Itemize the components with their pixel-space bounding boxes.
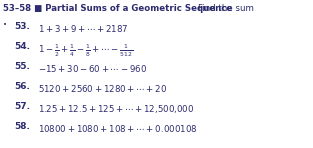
Text: 53–58 ■ Partial Sums of a Geometric Sequence: 53–58 ■ Partial Sums of a Geometric Sequ… xyxy=(3,4,232,13)
Text: 55.: 55. xyxy=(14,62,30,71)
Text: 56.: 56. xyxy=(14,82,30,91)
Text: $5120 + 2560 + 1280 + \cdots + 20$: $5120 + 2560 + 1280 + \cdots + 20$ xyxy=(38,83,167,94)
Text: 58.: 58. xyxy=(14,122,30,131)
Text: $-15 + 30 - 60 + \cdots - 960$: $-15 + 30 - 60 + \cdots - 960$ xyxy=(38,63,147,74)
Text: 57.: 57. xyxy=(14,102,30,111)
Text: Find the sum: Find the sum xyxy=(198,4,254,13)
Text: •: • xyxy=(3,22,7,28)
Text: $10800 + 1080 + 108 + \cdots + 0.000108$: $10800 + 1080 + 108 + \cdots + 0.000108$ xyxy=(38,123,198,134)
Text: $1.25 + 12.5 + 125 + \cdots + 12{,}500{,}000$: $1.25 + 12.5 + 125 + \cdots + 12{,}500{,… xyxy=(38,103,194,115)
Text: 54.: 54. xyxy=(14,42,30,51)
Text: $1 + 3 + 9 + \cdots + 2187$: $1 + 3 + 9 + \cdots + 2187$ xyxy=(38,23,129,34)
Text: 53.: 53. xyxy=(14,22,30,31)
Text: $1 - \frac{1}{2} + \frac{1}{4} - \frac{1}{8} + \cdots - \frac{1}{512}$: $1 - \frac{1}{2} + \frac{1}{4} - \frac{1… xyxy=(38,43,133,59)
